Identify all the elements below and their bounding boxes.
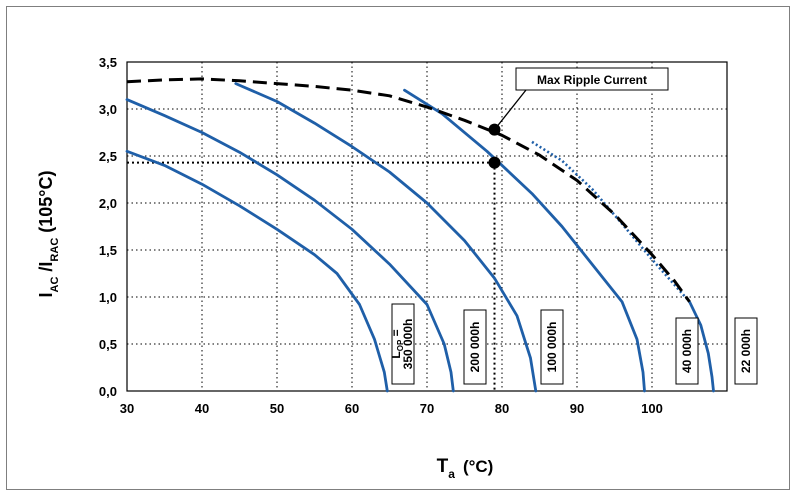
y-axis-label: IAC /IRAC (105°C)	[36, 171, 61, 298]
y-tick-label: 3,0	[99, 102, 117, 117]
x-axis-label: Ta (°C)	[437, 456, 494, 481]
y-tick-label: 2,5	[99, 149, 117, 164]
curve-5	[688, 300, 715, 393]
x-tick-label: 60	[345, 401, 359, 416]
curve-label-box-2	[463, 309, 487, 385]
curve-labels: LOP =350 000h 200 000h 100 000h 40 000h 22 0…	[389, 303, 758, 385]
reference-lines	[127, 161, 496, 391]
max-ripple-group	[126, 77, 691, 303]
markers: Max Ripple Current	[488, 67, 669, 169]
curve-label-1-line2: 350 000h	[401, 319, 415, 370]
y-tick-label: 1,5	[99, 243, 117, 258]
y-tick-label: 1,0	[99, 290, 117, 305]
x-tick-label: 80	[495, 401, 509, 416]
curve-label-4: 40 000h	[680, 329, 694, 373]
curve-4	[403, 88, 646, 393]
max-ripple-label: Max Ripple Current	[537, 73, 647, 87]
curve-label-box-1	[391, 303, 415, 385]
marker-point-2	[488, 156, 501, 169]
curve-label-3: 100 000h	[545, 322, 559, 373]
grid	[126, 61, 728, 392]
curve-3	[234, 82, 538, 393]
curve-2	[125, 98, 455, 393]
callout-box	[515, 67, 669, 91]
x-tick-label: 30	[120, 401, 134, 416]
chart-frame	[6, 6, 790, 490]
y-tick-label: 3,5	[99, 55, 117, 70]
x-tick-label: 40	[195, 401, 209, 416]
x-tick-label: 90	[570, 401, 584, 416]
max-ripple-curve	[126, 77, 691, 303]
curve-label-box-3	[540, 309, 564, 385]
tick-labels: 30 40 50 60 70 80 90 100 0,0 0,5 1,0 1,5 2,0 2,5 3,0 3,…	[99, 55, 663, 416]
curve-label-1: LOP =	[389, 329, 405, 358]
y-tick-label: 0,5	[99, 337, 117, 352]
curves	[125, 82, 715, 393]
curve-label-box-4	[675, 317, 699, 385]
curve-1	[125, 149, 389, 393]
callout-leader	[493, 89, 527, 131]
x-tick-label: 50	[270, 401, 284, 416]
curve-label-box-5	[734, 317, 758, 385]
y-tick-label: 0,0	[99, 384, 117, 399]
y-tick-label: 2,0	[99, 196, 117, 211]
x-tick-label: 100	[641, 401, 663, 416]
curve-label-5: 22 000h	[739, 329, 753, 373]
x-tick-label: 70	[420, 401, 434, 416]
curve-label-2: 200 000h	[468, 322, 482, 373]
